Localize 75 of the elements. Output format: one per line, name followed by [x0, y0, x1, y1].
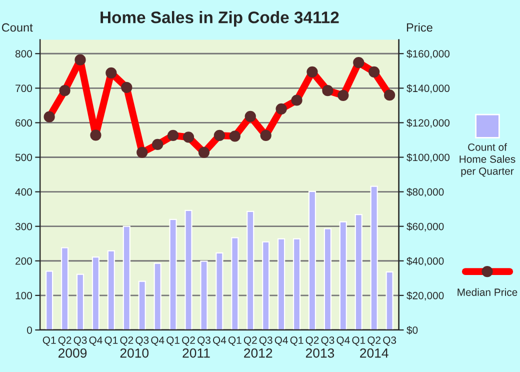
x-tick-label: Q4 [89, 336, 102, 346]
x-tick-label: Q1 [104, 336, 118, 346]
legend-label: Median Price [458, 288, 518, 296]
bar [107, 250, 115, 330]
legend-label: Count of Home Sales per Quarter [460, 143, 516, 177]
x-tick-label: Q3 [321, 336, 334, 346]
x-tick-label: Q2 [244, 336, 257, 346]
bar [138, 280, 146, 330]
x-tick-label: Q4 [212, 336, 226, 346]
x-tick-label: Q1 [42, 336, 56, 346]
bar [122, 226, 130, 330]
x-tick-label: Q4 [274, 336, 288, 346]
x-tick-label: Q2 [120, 336, 134, 346]
y-tick-label: 100 [16, 292, 32, 300]
text: 2014 [360, 348, 388, 358]
bar [60, 247, 69, 330]
bar [324, 228, 332, 330]
y2-tick-label: $0 [406, 326, 418, 334]
bar [46, 270, 54, 330]
y2-axis-title: Price [406, 22, 432, 32]
bar [154, 262, 162, 330]
bar [308, 190, 316, 330]
bar [169, 218, 177, 330]
y-tick-label: 300 [15, 222, 32, 230]
y2-tick-label: $140,000 [406, 84, 450, 94]
bar [231, 237, 239, 330]
bar [262, 241, 270, 330]
y-tick-label: 600 [16, 119, 32, 127]
bar [92, 256, 100, 330]
bar [76, 274, 84, 330]
y2-tick-label: $60,000 [406, 222, 444, 232]
bar [339, 221, 347, 330]
bar [354, 214, 362, 330]
x-tick-label: Q2 [368, 336, 381, 346]
bar [278, 238, 286, 330]
y2-tick-label: $40,000 [406, 256, 444, 266]
x-tick-label: Q3 [198, 336, 210, 346]
bar [184, 210, 192, 330]
y-tick-label: 0 [27, 326, 32, 334]
bar [292, 238, 301, 330]
bar [216, 252, 224, 330]
bar [246, 210, 254, 330]
bar [386, 271, 394, 330]
x-tick-label: Q3 [74, 336, 87, 346]
x-tick-label: Q1 [290, 336, 304, 346]
text: 2013 [306, 348, 334, 358]
x-tick-label: Q3 [136, 336, 149, 346]
text: 2009 [58, 348, 87, 358]
y2-tick-label: $160,000 [406, 50, 450, 59]
y-tick-label: 500 [15, 154, 32, 162]
x-tick-label: Q2 [306, 336, 319, 346]
y2-tick-label: $120,000 [406, 118, 450, 128]
x-tick-label: Q1 [352, 336, 366, 346]
y2-tick-label: $20,000 [406, 291, 444, 301]
text: 2012 [244, 348, 272, 358]
chart-title: Home Sales in Zip Code 34112 [100, 11, 339, 27]
x-tick-label: Q4 [151, 336, 164, 346]
y-axis-title: Count [2, 23, 33, 32]
y-tick-label: 400 [15, 188, 32, 196]
y2-tick-label: $100,000 [406, 153, 450, 162]
bar [200, 260, 208, 330]
x-tick-label: Q2 [182, 336, 195, 346]
x-tick-label: Q3 [259, 336, 272, 346]
x-tick-label: Q3 [383, 336, 396, 346]
y-tick-label: 700 [16, 84, 32, 92]
y2-tick-label: $80,000 [406, 188, 444, 197]
x-tick-label: Q2 [58, 336, 72, 346]
x-tick-label: Q1 [166, 336, 180, 346]
y-tick-label: 200 [16, 257, 32, 265]
x-tick-label: Q1 [228, 336, 242, 346]
y-tick-label: 800 [15, 50, 32, 58]
text: 2011 [182, 348, 210, 358]
x-tick-label: Q4 [336, 336, 350, 346]
text: 2010 [120, 348, 149, 358]
bar [370, 186, 378, 330]
